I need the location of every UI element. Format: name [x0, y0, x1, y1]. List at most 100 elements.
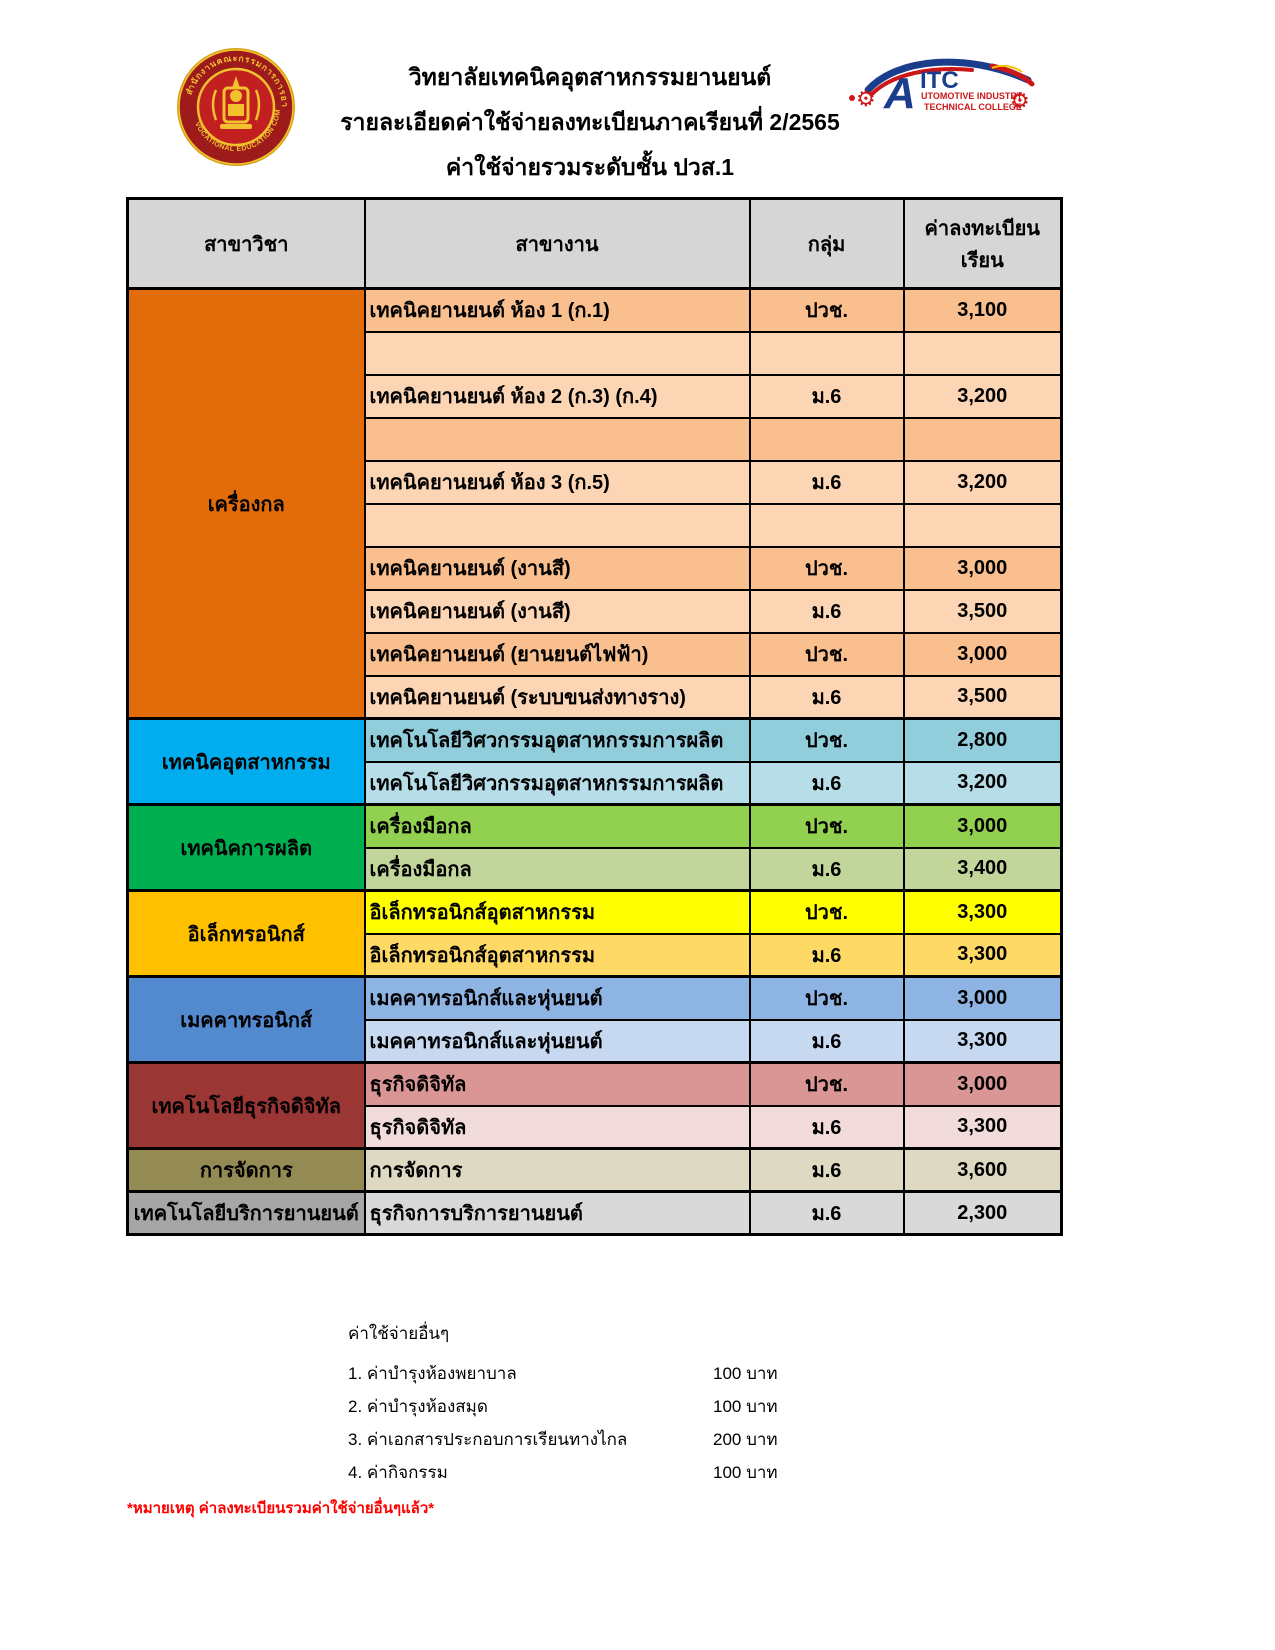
group-cell: ม.6	[748, 674, 905, 720]
group-cell: ปวช.	[748, 545, 905, 591]
section-major-cell: เทคนิคการผลิต	[126, 803, 366, 892]
fee-cell: 3,200	[902, 459, 1063, 505]
fee-cell	[902, 502, 1063, 548]
fee-cell: 2,300	[902, 1190, 1063, 1236]
group-cell: ม.6	[748, 373, 905, 419]
aitc-letter-a: A	[883, 69, 916, 118]
field-cell: เครื่องมือกล	[363, 846, 751, 892]
field-cell: ธุรกิจดิจิทัล	[363, 1104, 751, 1150]
table-row: เทคนิคยานยนต์ (งานสี) ปวช. 3,000	[128, 545, 1063, 591]
field-cell: การจัดการ	[363, 1147, 751, 1193]
fee-cell: 3,100	[902, 287, 1063, 333]
other-expense-item: 1. ค่าบำรุงห้องพยาบาล 100 บาท	[348, 1360, 868, 1387]
section-major-cell: เทคโนโลยีบริการยานยนต์	[126, 1190, 366, 1236]
other-expense-value: 200 บาท	[713, 1430, 778, 1449]
fee-cell: 3,400	[902, 846, 1063, 892]
section-major-cell: การจัดการ	[126, 1147, 366, 1193]
col-header-field: สาขางาน	[363, 197, 751, 290]
table-row: เมคคาทรอนิกส์ เมคคาทรอนิกส์และหุ่นยนต์ ปวช…	[126, 975, 1063, 1064]
fee-cell	[902, 330, 1063, 376]
table-row: เทคนิคยานยนต์ (ยานยนต์ไฟฟ้า) ปวช. 3,000	[128, 631, 1063, 677]
group-cell: ปวช.	[748, 1061, 905, 1107]
section-major-cell: เทคโนโลยีธุรกิจดิจิทัล	[126, 1061, 366, 1150]
table-row: เครื่องมือกล ม.6 3,400	[128, 846, 1063, 892]
field-cell: เครื่องมือกล	[363, 803, 751, 849]
table-row: เทคโนโลยีวิศวกรรมอุตสาหกรรมการผลิต ม.6 3,2…	[128, 760, 1063, 806]
field-cell: เทคนิคยานยนต์ (งานสี)	[363, 545, 751, 591]
col-header-major: สาขาวิชา	[126, 197, 366, 290]
fee-cell: 3,000	[902, 545, 1063, 591]
group-cell: ปวช.	[748, 717, 905, 763]
field-cell: อิเล็กทรอนิกส์อุตสาหกรรม	[363, 932, 751, 978]
fee-cell: 3,000	[902, 631, 1063, 677]
group-cell: ปวช.	[748, 287, 905, 333]
group-cell: ม.6	[748, 1190, 905, 1236]
fee-cell: 2,800	[902, 717, 1063, 763]
field-cell: เทคนิคยานยนต์ ห้อง 3 (ก.5)	[363, 459, 751, 505]
field-cell: เทคโนโลยีวิศวกรรมอุตสาหกรรมการผลิต	[363, 717, 751, 763]
field-cell: เทคนิคยานยนต์ ห้อง 2 (ก.3) (ก.4)	[363, 373, 751, 419]
fees-table-body: เครื่องกล เทคนิคยานยนต์ ห้อง 1 (ก.1) ปวช. 3…	[126, 287, 1063, 1236]
field-cell	[363, 330, 751, 376]
table-row: เมคคาทรอนิกส์และหุ่นยนต์ ม.6 3,300	[128, 1018, 1063, 1064]
other-expense-value: 100 บาท	[713, 1364, 778, 1383]
other-expense-item: 4. ค่ากิจกรรม 100 บาท	[348, 1459, 868, 1486]
group-cell: ปวช.	[748, 975, 905, 1021]
group-cell: ม.6	[748, 1018, 905, 1064]
section-major-cell: อิเล็กทรอนิกส์	[126, 889, 366, 978]
section-major-cell: เมคคาทรอนิกส์	[126, 975, 366, 1064]
field-cell	[363, 416, 751, 462]
table-row	[128, 330, 1063, 376]
group-cell: ม.6	[748, 1104, 905, 1150]
table-row: เครื่องกล เทคนิคยานยนต์ ห้อง 1 (ก.1) ปวช. 3…	[126, 287, 1063, 720]
other-expense-label: 3. ค่าเอกสารประกอบการเรียนทางไกล	[348, 1430, 628, 1449]
field-cell: อิเล็กทรอนิกส์อุตสาหกรรม	[363, 889, 751, 935]
footnote-remark: *หมายเหตุ ค่าลงทะเบียนรวมค่าใช้จ่ายอื่นๆ…	[127, 1500, 435, 1517]
table-row: การจัดการ การจัดการ ม.6 3,600	[126, 1147, 1063, 1193]
col-header-fee: ค่าลงทะเบียนเรียน	[902, 197, 1063, 290]
gear-icon: ⚙	[1010, 88, 1030, 113]
group-cell: ม.6	[748, 932, 905, 978]
field-cell: เมคคาทรอนิกส์และหุ่นยนต์	[363, 975, 751, 1021]
gear-icon: ⚙	[856, 86, 876, 111]
field-cell: เทคโนโลยีวิศวกรรมอุตสาหกรรมการผลิต	[363, 760, 751, 806]
table-row	[128, 502, 1063, 548]
other-expense-label: 2. ค่าบำรุงห้องสมุด	[348, 1397, 488, 1416]
fee-cell: 3,200	[902, 373, 1063, 419]
field-cell: เทคนิคยานยนต์ (ยานยนต์ไฟฟ้า)	[363, 631, 751, 677]
other-expenses-title: ค่าใช้จ่ายอื่นๆ	[348, 1324, 450, 1343]
table-row: เทคนิคยานยนต์ (งานสี) ม.6 3,500	[128, 588, 1063, 634]
group-cell	[748, 330, 905, 376]
group-cell	[748, 502, 905, 548]
fee-cell: 3,000	[902, 975, 1063, 1021]
table-row: อิเล็กทรอนิกส์อุตสาหกรรม ม.6 3,300	[128, 932, 1063, 978]
group-cell: ปวช.	[748, 631, 905, 677]
fee-cell: 3,000	[902, 1061, 1063, 1107]
field-cell: เทคนิคยานยนต์ (ระบบขนส่งทางราง)	[363, 674, 751, 720]
table-row: เทคโนโลยีบริการยานยนต์ ธุรกิจการบริการยาน…	[126, 1190, 1063, 1236]
fee-cell: 3,300	[902, 1104, 1063, 1150]
table-row: เทคนิคยานยนต์ (ระบบขนส่งทางราง) ม.6 3,500	[128, 674, 1063, 720]
fee-cell: 3,300	[902, 889, 1063, 935]
fee-cell: 3,500	[902, 674, 1063, 720]
group-cell: ม.6	[748, 588, 905, 634]
field-cell	[363, 502, 751, 548]
other-expense-label: 4. ค่ากิจกรรม	[348, 1463, 448, 1482]
field-cell: ธุรกิจการบริการยานยนต์	[363, 1190, 751, 1236]
field-cell: ธุรกิจดิจิทัล	[363, 1061, 751, 1107]
aitc-letters-itc: ITC	[920, 67, 959, 94]
table-row: เทคนิคการผลิต เครื่องมือกล ปวช. 3,000	[126, 803, 1063, 892]
aitc-name-line2: TECHNICAL COLLEGE	[924, 102, 1022, 112]
fee-cell	[902, 416, 1063, 462]
group-cell: ปวช.	[748, 889, 905, 935]
table-row: เทคนิคยานยนต์ ห้อง 2 (ก.3) (ก.4) ม.6 3,200	[128, 373, 1063, 419]
other-expense-item: 2. ค่าบำรุงห้องสมุด 100 บาท	[348, 1393, 868, 1420]
field-cell: เทคนิคยานยนต์ (งานสี)	[363, 588, 751, 634]
field-cell: เทคนิคยานยนต์ ห้อง 1 (ก.1)	[363, 287, 751, 333]
table-row: เทคนิคยานยนต์ ห้อง 3 (ก.5) ม.6 3,200	[128, 459, 1063, 505]
page-subtitle: รายละเอียดค่าใช้จ่ายลงทะเบียนภาคเรียนที่…	[340, 109, 840, 135]
fee-cell: 3,600	[902, 1147, 1063, 1193]
table-row: อิเล็กทรอนิกส์ อิเล็กทรอนิกส์อุตสาหกรรม ปว…	[126, 889, 1063, 978]
group-cell: ม.6	[748, 1147, 905, 1193]
